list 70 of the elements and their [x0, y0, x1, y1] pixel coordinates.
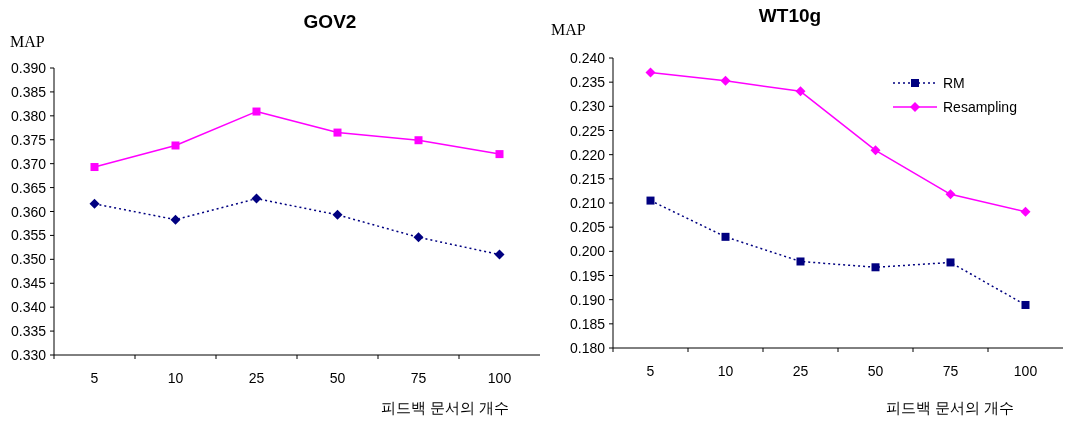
point — [251, 193, 262, 204]
point — [89, 198, 100, 209]
chart-title: GOV2 — [303, 11, 357, 32]
x-tick-label: 100 — [1013, 363, 1038, 379]
point — [1021, 300, 1030, 309]
point — [721, 232, 730, 241]
x-tick-label: 75 — [410, 370, 427, 386]
point — [413, 232, 424, 243]
y-tick-label: 0.350 — [10, 251, 47, 268]
y-tick-label: 0.385 — [10, 83, 47, 100]
x-tick-label: 25 — [248, 370, 265, 386]
point — [1020, 206, 1031, 217]
x-axis-title: 피드백 문서의 개수 — [885, 399, 1015, 416]
y-tick-label: 0.240 — [569, 50, 606, 66]
y-tick-label: 0.335 — [10, 323, 47, 340]
x-tick-label: 50 — [329, 370, 346, 386]
x-tick-label: 5 — [646, 363, 655, 379]
y-tick-label: 0.390 — [10, 60, 47, 76]
y-tick-label: 0.185 — [569, 315, 606, 332]
point — [171, 141, 180, 150]
y-tick-label: 0.330 — [10, 347, 47, 363]
point — [795, 86, 806, 97]
y-tick-label: 0.340 — [10, 299, 47, 316]
x-axis-title: 피드백 문서의 개수 — [380, 399, 510, 416]
y-tick-label: 0.370 — [10, 155, 47, 172]
chart-title: WT10g — [758, 5, 822, 26]
point — [796, 257, 805, 266]
point — [494, 249, 505, 260]
y-tick-label: 0.220 — [569, 146, 606, 163]
point — [720, 75, 731, 86]
point — [170, 214, 181, 225]
y-tick-label: 0.235 — [569, 74, 606, 91]
point — [495, 150, 504, 159]
y-tick-label: 0.215 — [569, 170, 606, 187]
y-tick-label: 0.200 — [569, 243, 606, 260]
point — [946, 258, 955, 267]
point — [871, 263, 880, 272]
legend-label: Resampling — [943, 99, 1017, 115]
point — [414, 136, 423, 145]
x-tick-label: 5 — [90, 370, 99, 386]
y-tick-label: 0.355 — [10, 227, 47, 244]
point — [646, 196, 655, 205]
y-tick-label: 0.365 — [10, 179, 47, 196]
x-tick-label: 75 — [942, 363, 959, 379]
x-tick-label: 25 — [792, 363, 809, 379]
point — [252, 107, 261, 116]
x-tick-label: 50 — [867, 363, 884, 379]
y-tick-label: 0.195 — [569, 267, 606, 284]
y-tick-label: 0.230 — [569, 98, 606, 115]
y-tick-label: 0.210 — [569, 195, 606, 211]
y-tick-label: 0.345 — [10, 275, 47, 292]
y-tick-label: 0.190 — [569, 291, 606, 308]
point — [945, 189, 956, 200]
y-axis-title: MAP — [551, 21, 586, 38]
x-tick-label: 10 — [167, 370, 184, 386]
point — [870, 145, 881, 156]
y-tick-label: 0.225 — [569, 122, 606, 139]
x-tick-label: 100 — [487, 370, 512, 386]
x-tick-label: 10 — [717, 363, 734, 379]
y-axis-title: MAP — [10, 33, 45, 50]
point — [333, 128, 342, 137]
y-tick-label: 0.375 — [10, 131, 47, 148]
y-tick-label: 0.380 — [10, 107, 47, 124]
point — [645, 67, 656, 78]
y-tick-label: 0.180 — [569, 340, 606, 356]
y-tick-label: 0.360 — [10, 203, 47, 220]
y-tick-label: 0.205 — [569, 219, 606, 236]
legend-label: RM — [943, 75, 965, 91]
point — [90, 163, 99, 172]
point — [332, 209, 343, 220]
